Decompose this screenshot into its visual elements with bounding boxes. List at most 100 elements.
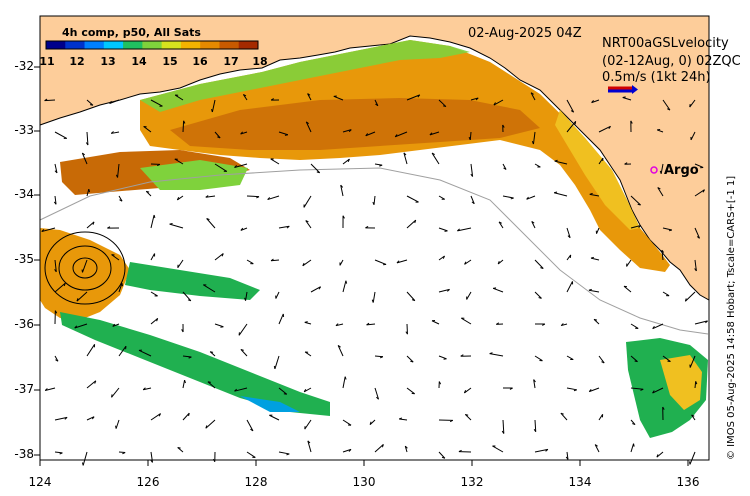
velocity-arrow-head (638, 225, 642, 228)
velocity-arrow-head (449, 419, 454, 423)
velocity-legend-line2: (02-12Aug, 0) 02ZQC (602, 54, 741, 69)
velocity-arrow (74, 323, 88, 329)
velocity-arrow (438, 99, 447, 107)
velocity-arrow (307, 440, 312, 453)
velocity-arrow-head (234, 388, 238, 392)
velocity-arrow (238, 323, 248, 336)
velocity-arrow-head (379, 164, 383, 167)
x-tick-label: 124 (28, 475, 52, 489)
velocity-arrow-head (573, 389, 577, 392)
velocity-arrow (76, 291, 88, 302)
velocity-arrow (177, 195, 184, 201)
velocity-arrow (270, 259, 280, 262)
velocity-arrow (211, 99, 216, 113)
velocity-arrow (304, 419, 312, 430)
velocity-arrow (54, 416, 68, 421)
velocity-arrow-head (63, 282, 66, 287)
velocity-arrow-head (115, 174, 119, 178)
velocity-arrow-head (431, 152, 435, 155)
plot-frame (39, 15, 710, 461)
velocity-arrow (457, 227, 472, 232)
x-tick-label: 128 (244, 475, 268, 489)
velocity-arrow (275, 291, 280, 299)
velocity-arrow-head (250, 428, 254, 432)
velocity-arrow (270, 158, 280, 165)
velocity-arrow (662, 99, 671, 111)
velocity-arrow-head (533, 379, 536, 383)
velocity-arrow (630, 387, 644, 390)
sst-coastal-band (140, 40, 670, 272)
velocity-arrow-head (394, 134, 398, 138)
velocity-arrow-head (303, 388, 307, 393)
velocity-arrow (403, 152, 408, 165)
velocity-arrow-head (463, 390, 467, 394)
velocity-arrow (469, 131, 472, 140)
velocity-arrow (209, 351, 216, 357)
velocity-arrow-head (270, 98, 274, 101)
velocity-arrow (598, 157, 604, 165)
velocity-arrow-head (183, 120, 186, 124)
velocity-arrow (406, 355, 414, 363)
velocity-arrow (182, 412, 190, 421)
velocity-arrow-head (411, 299, 416, 302)
velocity-arrow-head (526, 196, 529, 200)
velocity-arrow (406, 387, 415, 395)
sst-southeast-warm (660, 355, 702, 410)
velocity-arrow-head (375, 103, 379, 107)
velocity-arrow (143, 387, 152, 391)
velocity-arrow-head (496, 322, 500, 325)
velocity-arrow (117, 163, 120, 178)
velocity-arrow-head (44, 98, 48, 102)
velocity-arrow (118, 345, 127, 357)
velocity-arrow-head (217, 136, 221, 139)
velocity-arrow-head (122, 452, 126, 455)
velocity-arrow (245, 291, 248, 301)
eddy-contours (44, 231, 126, 305)
velocity-arrow (150, 413, 161, 421)
velocity-arrow-head (560, 323, 564, 326)
velocity-arrow (150, 214, 155, 229)
velocity-arrow-head (307, 440, 311, 444)
velocity-arrow (396, 259, 408, 264)
colorbar-segment (123, 41, 143, 49)
velocity-arrow (366, 323, 376, 326)
velocity-arrow (694, 227, 701, 239)
velocity-arrow-head (702, 189, 705, 193)
velocity-arrow-head (240, 131, 244, 135)
velocity-arrow-head (470, 173, 474, 177)
velocity-arrow (240, 131, 248, 135)
velocity-arrow-head (240, 227, 244, 231)
velocity-arrow (598, 414, 604, 421)
velocity-arrow-head (574, 121, 577, 125)
velocity-arrow-head (662, 406, 665, 410)
velocity-arrow-head (91, 416, 95, 420)
velocity-arrow-head (502, 124, 505, 128)
velocity-arrow (464, 387, 472, 394)
y-tick-label: -33 (14, 123, 34, 137)
velocity-arrow-head (634, 360, 638, 363)
velocity-arrow-head (705, 320, 708, 324)
velocity-arrow (438, 451, 446, 459)
velocity-arrow-head (316, 171, 320, 174)
velocity-arrow (590, 257, 600, 261)
velocity-arrow-head (169, 222, 173, 225)
velocity-arrow-head (240, 348, 244, 351)
velocity-arrow-head (109, 100, 112, 104)
velocity-arrow (661, 250, 664, 261)
velocity-arrow-head (177, 447, 181, 449)
velocity-arrow-head (405, 331, 408, 335)
velocity-arrow-head (207, 381, 211, 383)
velocity-arrow-head (695, 381, 698, 385)
velocity-arrow (246, 451, 256, 458)
velocity-arrow-head (542, 323, 546, 326)
velocity-arrow (305, 220, 312, 229)
velocity-arrow (246, 259, 254, 265)
velocity-arrow (530, 92, 536, 101)
velocity-arrow-head (44, 388, 48, 391)
velocity-arrow (118, 283, 123, 293)
velocity-arrow (278, 131, 289, 136)
velocity-arrow (369, 419, 376, 425)
velocity-arrow (182, 120, 185, 133)
velocity-arrow-head (531, 141, 534, 145)
velocity-arrow (342, 280, 347, 293)
